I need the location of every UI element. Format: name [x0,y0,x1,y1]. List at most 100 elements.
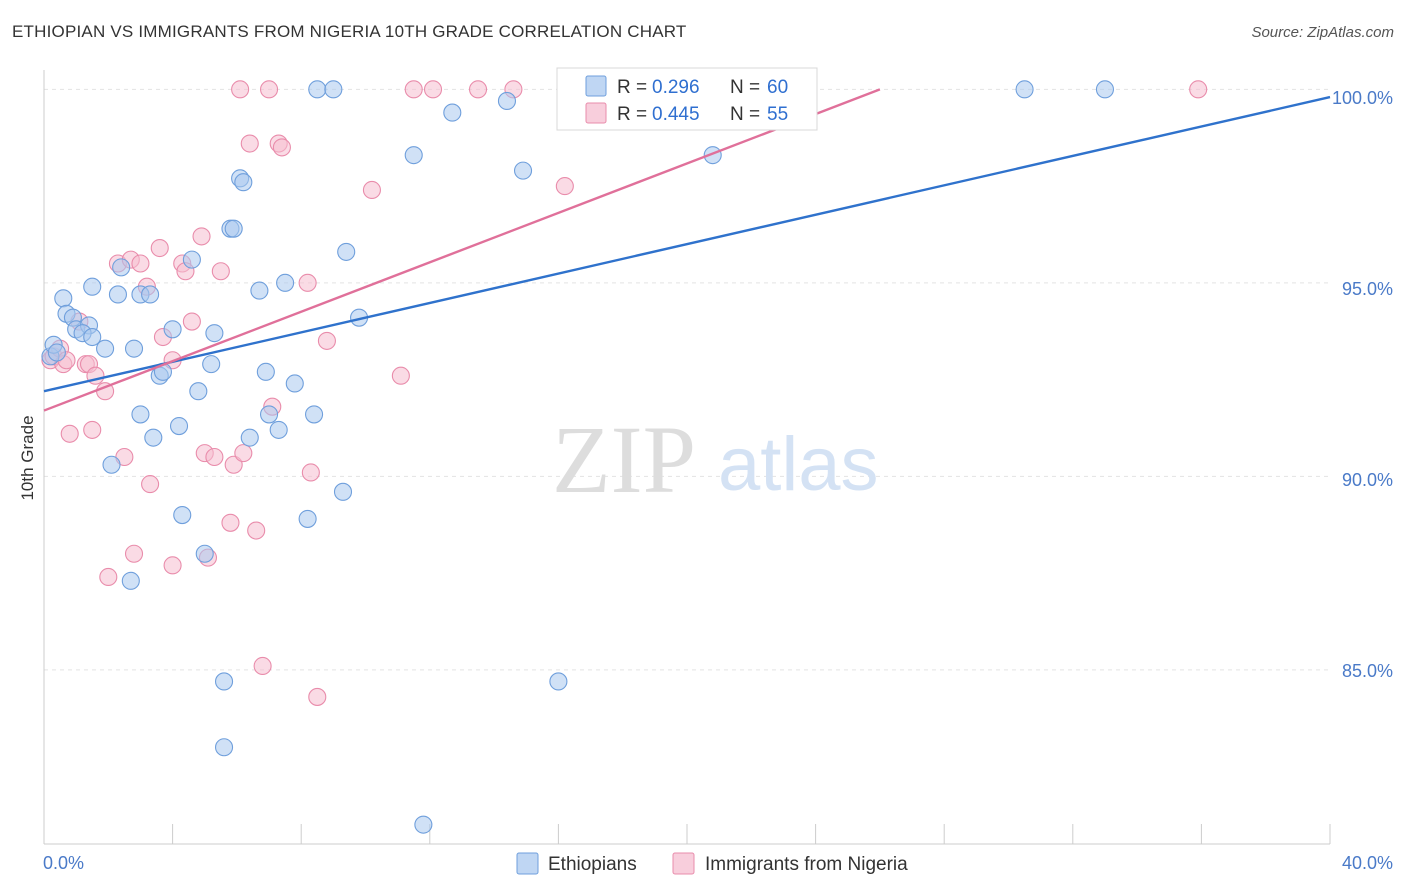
stats-r-label-0: R = [617,77,647,98]
stats-n-label-1: N = [730,104,760,125]
point-ethiopians-23 [169,416,189,436]
point-nigeria-43 [298,273,317,292]
y-tick-label-95: 95.0% [1342,279,1393,299]
point-ethiopians-28 [202,355,221,374]
point-ethiopians-31 [214,672,234,691]
point-nigeria-38 [253,656,272,676]
point-ethiopians-24 [173,505,192,525]
point-ethiopians-27 [195,544,214,563]
point-nigeria-47 [362,180,381,200]
point-ethiopians-25 [182,250,201,269]
point-nigeria-34 [231,80,250,99]
point-ethiopians-22 [163,320,182,339]
legend-swatch-nigeria [672,852,695,875]
point-nigeria-5 [60,424,79,443]
x-tick-label-max: 40.0% [1342,853,1393,873]
stats-swatch-nigeria [585,102,607,124]
chart-title: ETHIOPIAN VS IMMIGRANTS FROM NIGERIA 10T… [12,22,687,41]
point-nigeria-19 [141,475,160,494]
point-nigeria-27 [192,227,211,246]
stats-n-label-0: N = [730,77,760,98]
point-ethiopians-37 [250,281,269,300]
point-nigeria-50 [423,80,443,99]
point-nigeria-26 [182,312,201,331]
point-nigeria-12 [99,567,118,587]
point-nigeria-31 [211,262,230,281]
point-ethiopians-18 [131,405,150,424]
point-nigeria-30 [205,447,224,467]
stats-legend: R = 0.296 N = 60 R = 0.445 N = 55 [556,67,818,131]
point-ethiopians-55 [549,672,568,691]
point-nigeria-44 [301,463,320,482]
x-tick-label-min: 0.0% [43,853,84,873]
watermark-zip: ZIP [552,406,696,513]
point-nigeria-48 [391,366,410,385]
point-ethiopians-14 [112,258,131,277]
point-ethiopians-59 [121,571,140,590]
point-ethiopians-12 [124,339,144,358]
point-ethiopians-41 [276,273,295,292]
point-ethiopians-47 [333,482,353,501]
point-ethiopians-45 [308,80,327,99]
y-axis-title: 10th Grade [18,415,37,500]
point-ethiopians-26 [189,382,208,401]
legend-label-ethiopians: Ethiopians [548,854,637,875]
watermark: ZIP atlas [552,406,879,513]
trend-line-ethiopians [43,95,1331,393]
point-nigeria-37 [247,521,266,540]
point-nigeria-22 [163,556,182,575]
point-ethiopians-40 [269,420,288,439]
point-ethiopians-52 [443,103,462,122]
point-nigeria-54 [1189,80,1208,99]
point-ethiopians-2 [47,343,66,362]
point-ethiopians-13 [83,277,102,296]
point-ethiopians-36 [240,428,259,447]
point-nigeria-36 [240,134,259,153]
point-ethiopians-38 [256,362,275,381]
stats-r-value-1: 0.445 [652,104,700,125]
watermark-atlas: atlas [718,422,879,507]
legend-swatch-ethiopians [516,852,539,875]
stats-r-value-0: 0.296 [652,77,700,98]
stats-r-label-1: R = [617,104,647,125]
stats-n-value-1: 55 [767,104,788,125]
point-ethiopians-43 [298,509,317,528]
point-ethiopians-42 [285,374,304,393]
point-ethiopians-50 [404,146,423,165]
point-nigeria-46 [317,331,336,350]
stats-n-value-0: 60 [767,77,788,98]
source-label: Source: ZipAtlas.com [1251,24,1394,41]
point-ethiopians-29 [205,324,224,343]
point-ethiopians-51 [414,815,433,834]
point-ethiopians-46 [324,80,343,99]
point-nigeria-42 [272,138,291,157]
point-nigeria-49 [404,80,423,99]
point-nigeria-32 [221,513,240,532]
point-nigeria-9 [83,420,102,439]
point-ethiopians-3 [54,289,73,308]
point-ethiopians-58 [1095,80,1114,99]
stats-swatch-ethiopians [585,75,607,97]
point-ethiopians-30 [214,738,234,757]
point-nigeria-33 [224,455,243,474]
point-ethiopians-57 [1015,80,1034,99]
point-ethiopians-39 [259,405,279,424]
series-nigeria-points [41,80,1208,706]
y-tick-label-100: 100.0% [1332,88,1393,108]
legend-label-nigeria: Immigrants from Nigeria [705,854,908,875]
point-ethiopians-19 [144,428,163,447]
point-nigeria-17 [131,254,150,273]
series-ethiopians-points [41,80,1114,834]
trend-lines [43,88,1331,412]
trend-line-nigeria [43,88,881,412]
y-axis-labels: 100.0% 95.0% 90.0% 85.0% [1332,88,1393,681]
point-ethiopians-11 [108,285,127,304]
point-ethiopians-33 [224,219,243,238]
y-tick-label-90: 90.0% [1342,470,1393,490]
point-nigeria-53 [555,177,574,196]
point-ethiopians-9 [83,327,102,347]
point-nigeria-35 [234,444,253,463]
point-ethiopians-17 [102,455,121,474]
point-ethiopians-10 [96,339,115,358]
